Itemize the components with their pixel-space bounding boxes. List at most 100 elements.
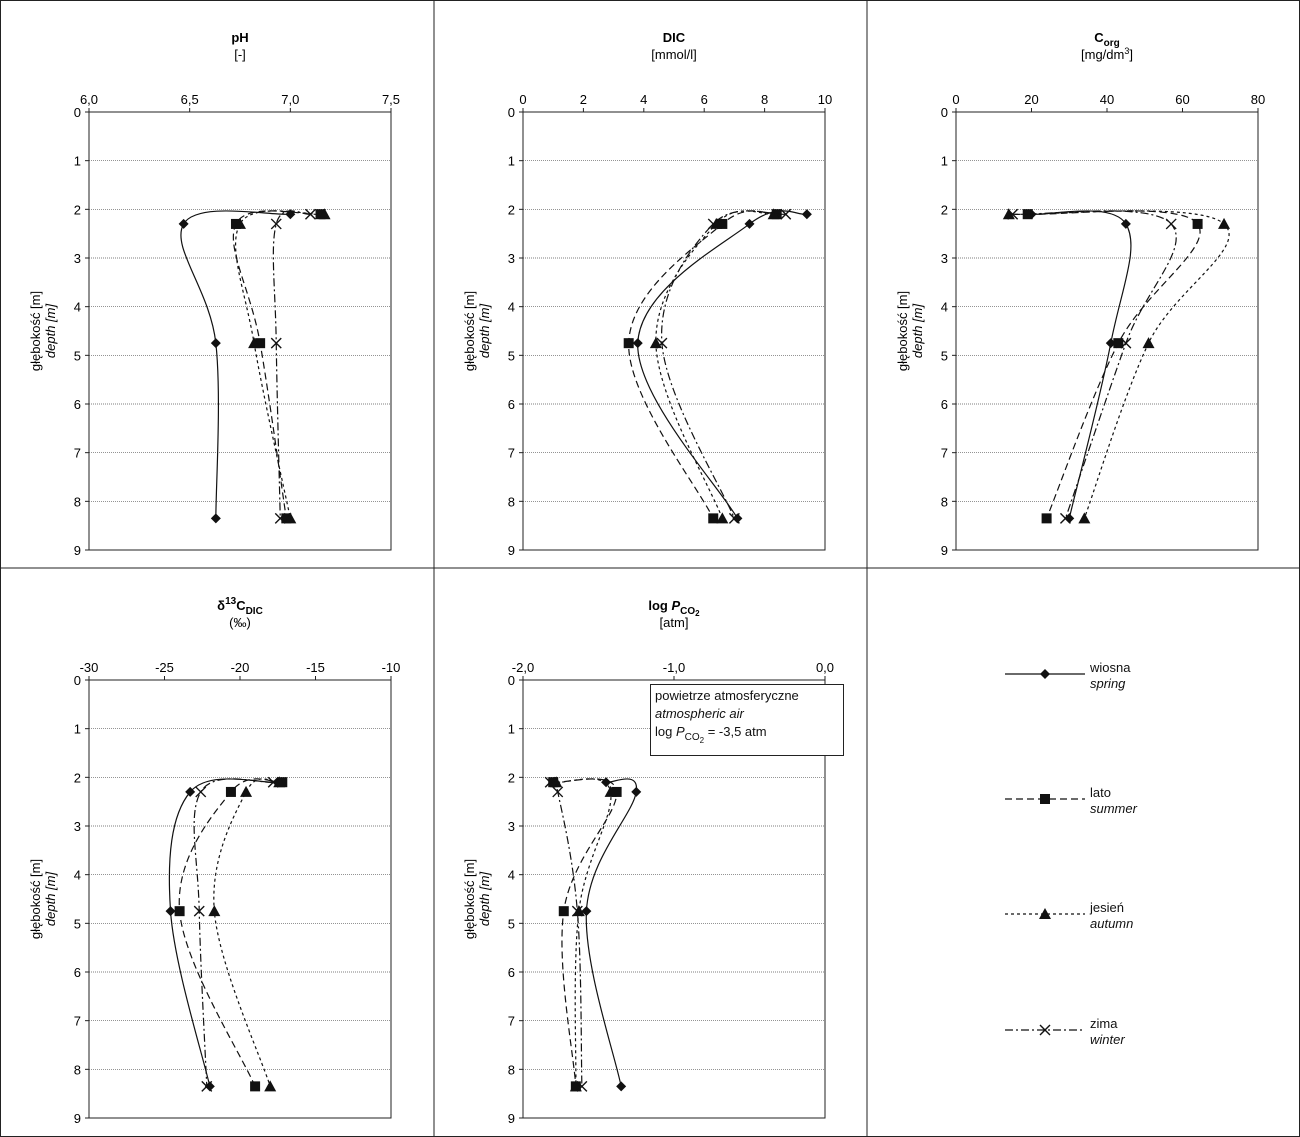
series-points-spring	[178, 209, 296, 524]
series-line-autumn	[234, 210, 325, 519]
data-point-spring	[1120, 218, 1131, 229]
chart-title: pH	[231, 30, 248, 45]
data-point-autumn	[284, 512, 297, 524]
y-tick-label: 1	[74, 154, 81, 169]
legend-label-pl: lato	[1090, 785, 1111, 800]
data-point-spring	[178, 218, 189, 229]
x-tick-label: 6,0	[80, 92, 98, 107]
legend-marker-winter	[1039, 1024, 1051, 1036]
series-points-autumn	[1002, 208, 1231, 524]
data-point-winter	[1059, 512, 1071, 524]
y-tick-label: 0	[508, 105, 515, 120]
data-point-autumn	[208, 905, 221, 917]
plot-area	[88, 679, 392, 1119]
data-point-spring	[732, 513, 743, 524]
x-tick-label: -15	[306, 660, 325, 675]
data-point-autumn	[1218, 217, 1231, 229]
series-points-winter	[270, 208, 316, 524]
x-tick-label: 40	[1100, 92, 1114, 107]
data-point-spring	[1105, 338, 1116, 349]
data-point-winter	[656, 337, 668, 349]
y-tick-label: 4	[74, 868, 81, 883]
x-tick-label: -10	[382, 660, 401, 675]
data-point-autumn	[1078, 512, 1091, 524]
data-point-winter	[1007, 208, 1019, 220]
y-tick-label: 7	[941, 446, 948, 461]
legend-item-summer: lato summer	[1000, 785, 1260, 829]
data-point-summer	[315, 209, 326, 220]
data-point-winter	[1120, 337, 1132, 349]
y-axis-label: głębokość [m]depth [m]	[28, 291, 58, 371]
legend-line-spring	[1005, 669, 1085, 679]
series-line-autumn	[213, 778, 280, 1087]
data-point-winter	[576, 1080, 588, 1092]
y-tick-label: 5	[508, 348, 515, 363]
x-tick-label: -2,0	[512, 660, 534, 675]
chart-pco2-svg: log PCO2[atm] -2,0 -1,0 0,0 0 1 2 3 4 5 6 7 8 9 głębok…	[462, 598, 834, 1126]
y-tick-label: 9	[74, 1111, 81, 1126]
data-point-autumn	[234, 217, 246, 229]
x-tick-label: 10	[818, 92, 832, 107]
series-points-autumn	[208, 776, 286, 1092]
chart-dic-svg: DIC [mmol/l] 0 2 4 6 8 10 0 1 2 3 4 5 6 7 8 9 głębokość [m…	[462, 30, 832, 558]
data-point-winter	[201, 1080, 213, 1092]
chart-unit: [mg/dm3]	[1081, 46, 1133, 62]
legend-item-autumn: jesień autumn	[1000, 900, 1260, 944]
series-line-winter	[1012, 210, 1177, 519]
series-line-winter	[193, 778, 274, 1087]
y-tick-label: 5	[508, 916, 515, 931]
legend-line-autumn	[1005, 908, 1085, 919]
series-points-winter	[544, 776, 588, 1092]
data-point-autumn	[1142, 337, 1155, 349]
data-point-winter	[707, 218, 719, 230]
y-tick-label: 5	[74, 916, 81, 931]
legend-label-pl: jesień	[1090, 900, 1124, 915]
y-tick-label: 8	[74, 1062, 81, 1077]
chart-title: log PCO2	[648, 598, 700, 618]
y-tick-label: 2	[74, 202, 81, 217]
legend-label-en: winter	[1090, 1032, 1125, 1047]
series-points-winter	[656, 208, 792, 524]
x-tick-label: 20	[1024, 92, 1038, 107]
series-points-spring	[165, 777, 283, 1092]
series-line-spring	[168, 778, 278, 1087]
legend: wiosna spring lato summer jesień autumn …	[1000, 660, 1260, 1080]
y-axis-label: głębokość [m]depth [m]	[462, 291, 492, 371]
plot-area	[522, 111, 826, 551]
data-point-winter	[552, 786, 564, 798]
series-line-autumn	[556, 778, 612, 1087]
atmospheric-air-annotation: powietrze atmosferyczne atmospheric air …	[650, 684, 844, 756]
y-tick-label: 5	[74, 348, 81, 363]
x-tick-label: 7,0	[281, 92, 299, 107]
x-tick-label: 8	[761, 92, 768, 107]
data-point-summer	[717, 218, 728, 229]
y-tick-label: 6	[508, 397, 515, 412]
y-tick-label: 2	[941, 202, 948, 217]
y-tick-label: 2	[508, 770, 515, 785]
legend-marker-summer	[1040, 794, 1050, 804]
series-points-winter	[1007, 208, 1177, 524]
series-points-summer	[230, 209, 326, 524]
data-point-summer	[250, 1081, 261, 1092]
x-tick-label: -25	[155, 660, 174, 675]
data-point-autumn	[318, 208, 331, 220]
y-tick-label: 0	[74, 673, 81, 688]
chart-pco2: log PCO2 [atm] -2,0 -1,0 0,0 0 1 2 3 4 5 6 7 8 9 głębok…	[434, 568, 867, 1137]
data-point-autumn	[716, 512, 729, 524]
y-tick-label: 6	[941, 397, 948, 412]
chart-unit: [-]	[234, 47, 246, 62]
data-point-spring	[210, 513, 221, 524]
chart-unit: [atm]	[660, 615, 689, 630]
legend-line-summer	[1005, 794, 1085, 804]
y-tick-label: 4	[74, 300, 81, 315]
legend-marker-spring	[1040, 669, 1050, 679]
y-tick-label: 0	[74, 105, 81, 120]
data-point-winter	[780, 208, 792, 220]
y-tick-label: 6	[74, 965, 81, 980]
air-label-en: atmospheric air	[655, 706, 744, 721]
y-tick-label: 4	[941, 300, 948, 315]
data-point-winter	[267, 776, 279, 788]
air-value: log PCO2 = -3,5 atm	[655, 724, 767, 745]
legend-label-en: autumn	[1090, 916, 1134, 931]
series-points-spring	[581, 777, 642, 1092]
